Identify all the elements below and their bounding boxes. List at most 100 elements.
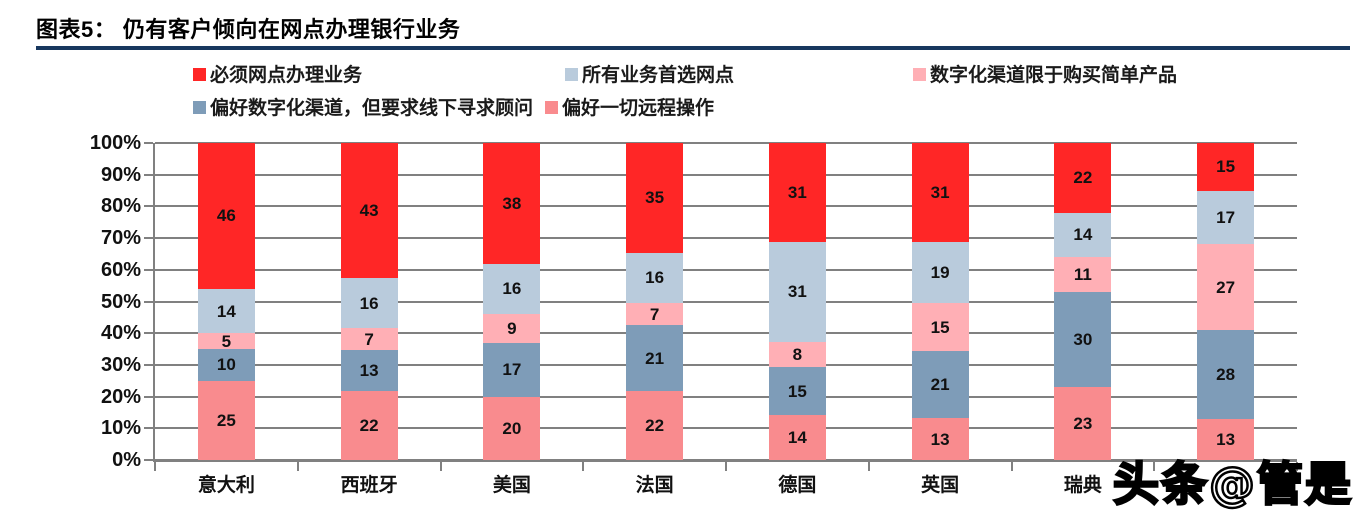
title-rule xyxy=(36,46,1350,50)
y-axis-tick-label: 20% xyxy=(100,385,141,408)
bar-segment-value: 31 xyxy=(787,282,807,302)
bar-segment-value: 31 xyxy=(787,183,807,203)
legend-item: 必须网点办理业务 xyxy=(193,62,363,86)
bar-segment-value: 43 xyxy=(359,201,379,220)
y-axis-tick-label: 100% xyxy=(89,132,141,154)
bar: 13 21 15 19 31 xyxy=(911,143,969,460)
x-axis-tick xyxy=(867,462,870,471)
gridline xyxy=(155,268,1297,271)
y-axis-tick xyxy=(144,142,153,144)
bar-segment: 14 xyxy=(197,288,255,334)
x-axis-label: 德国 xyxy=(778,475,817,496)
gridline xyxy=(155,173,1297,176)
bar-segment-value: 22 xyxy=(359,415,379,435)
legend-item: 偏好数字化渠道，但要求线下寻求顾问 xyxy=(193,95,533,119)
bar-segment: 22 xyxy=(626,390,684,460)
bar: 14 15 8 31 31 xyxy=(768,143,826,460)
bar-segment-value: 35 xyxy=(645,188,665,208)
legend-swatch-icon xyxy=(565,67,578,81)
gridline xyxy=(155,459,1297,461)
bar-segment-value: 38 xyxy=(502,193,522,213)
watermark: 头条@管是 xyxy=(1112,456,1353,513)
legend-label: 必须网点办理业务 xyxy=(210,64,363,86)
bar-segment: 10 xyxy=(197,349,255,381)
x-axis-tick xyxy=(1010,462,1013,471)
bar-segment: 14 xyxy=(768,415,826,460)
legend-swatch-icon xyxy=(193,100,206,114)
y-axis-tick xyxy=(144,205,153,208)
bar-segment: 27 xyxy=(1197,244,1255,331)
x-axis-tick xyxy=(296,462,299,471)
bar-segment-value: 10 xyxy=(216,355,236,375)
bar-segment: 13 xyxy=(911,418,969,460)
legend-item: 所有业务首选网点 xyxy=(565,62,735,86)
bar: 13 28 27 17 15 xyxy=(1197,143,1255,460)
gridline xyxy=(155,237,1297,240)
bar-segment: 31 xyxy=(911,143,969,243)
bar-segment-value: 25 xyxy=(216,410,236,430)
bar-segment: 7 xyxy=(626,303,684,326)
y-axis-tick-label: 70% xyxy=(100,227,141,250)
x-axis-tick xyxy=(154,462,156,471)
bar-segment-value: 20 xyxy=(502,418,522,438)
y-axis-tick xyxy=(144,173,153,176)
bar-segment: 8 xyxy=(768,341,826,368)
bar-segment-value: 5 xyxy=(221,331,232,351)
bar: 22 13 7 16 43 xyxy=(340,143,398,460)
y-axis-tick-label: 40% xyxy=(100,322,141,345)
bar-segment-value: 16 xyxy=(645,268,665,288)
figure-title: 图表5： 仍有客户倾向在网点办理银行业务 xyxy=(36,17,461,42)
bar-segment-value: 14 xyxy=(1073,225,1093,245)
bar-segment: 11 xyxy=(1054,257,1112,292)
bar-segment: 15 xyxy=(911,303,969,352)
bar-segment-value: 21 xyxy=(930,375,950,395)
y-axis-tick xyxy=(144,332,153,335)
x-axis-tick xyxy=(1296,462,1298,471)
bar-segment-value: 30 xyxy=(1073,330,1093,350)
legend-item: 数字化渠道限于购买简单产品 xyxy=(913,62,1177,86)
bar-segment: 17 xyxy=(1197,190,1255,245)
legend-label: 所有业务首选网点 xyxy=(582,64,735,86)
bar: 20 17 9 16 38 xyxy=(483,143,541,460)
bar-segment: 35 xyxy=(626,143,684,253)
legend-item: 偏好一切远程操作 xyxy=(545,95,715,119)
legend-label: 偏好一切远程操作 xyxy=(562,97,715,119)
bar-segment-value: 13 xyxy=(359,361,379,381)
bar-segment: 38 xyxy=(483,143,541,264)
bar: 22 21 7 16 35 xyxy=(626,143,684,460)
bar-segment-value: 31 xyxy=(930,183,950,203)
legend-swatch-icon xyxy=(193,67,206,81)
bar-segment-value: 13 xyxy=(1216,429,1236,449)
bar-segment: 21 xyxy=(626,325,684,391)
bar-segment-value: 22 xyxy=(1073,168,1093,188)
bar-segment-value: 16 xyxy=(502,279,522,299)
gridline xyxy=(155,300,1297,303)
bar-segment-value: 21 xyxy=(645,348,665,368)
bar-segment-value: 27 xyxy=(1216,277,1236,297)
legend-swatch-icon xyxy=(913,67,926,81)
y-axis-tick-label: 50% xyxy=(100,290,141,313)
x-axis-tick xyxy=(725,462,727,471)
y-axis-tick xyxy=(144,268,153,271)
bar-segment: 7 xyxy=(340,328,398,351)
bar-segment-value: 22 xyxy=(645,415,665,435)
x-axis-line xyxy=(153,460,1297,462)
bar-segment-value: 7 xyxy=(364,329,374,349)
bar-segment-value: 14 xyxy=(787,428,807,448)
bar-segment-value: 17 xyxy=(502,360,522,380)
bar-segment-value: 13 xyxy=(930,429,950,449)
bar-segment: 15 xyxy=(1197,143,1255,191)
y-axis-tick-label: 90% xyxy=(100,163,141,186)
x-axis-label: 英国 xyxy=(921,475,960,496)
x-axis-tick xyxy=(439,462,442,471)
bar-segment-value: 15 xyxy=(787,381,807,401)
bar-segment: 16 xyxy=(483,263,541,315)
bar-segment: 19 xyxy=(911,242,969,304)
x-axis-tick xyxy=(582,462,585,471)
bar-segment: 13 xyxy=(1197,418,1255,460)
gridline xyxy=(155,332,1297,335)
bar-segment: 13 xyxy=(340,350,398,391)
bar-segment-value: 14 xyxy=(216,301,236,321)
x-axis-label: 美国 xyxy=(492,475,531,496)
bar-segment: 9 xyxy=(483,314,541,343)
